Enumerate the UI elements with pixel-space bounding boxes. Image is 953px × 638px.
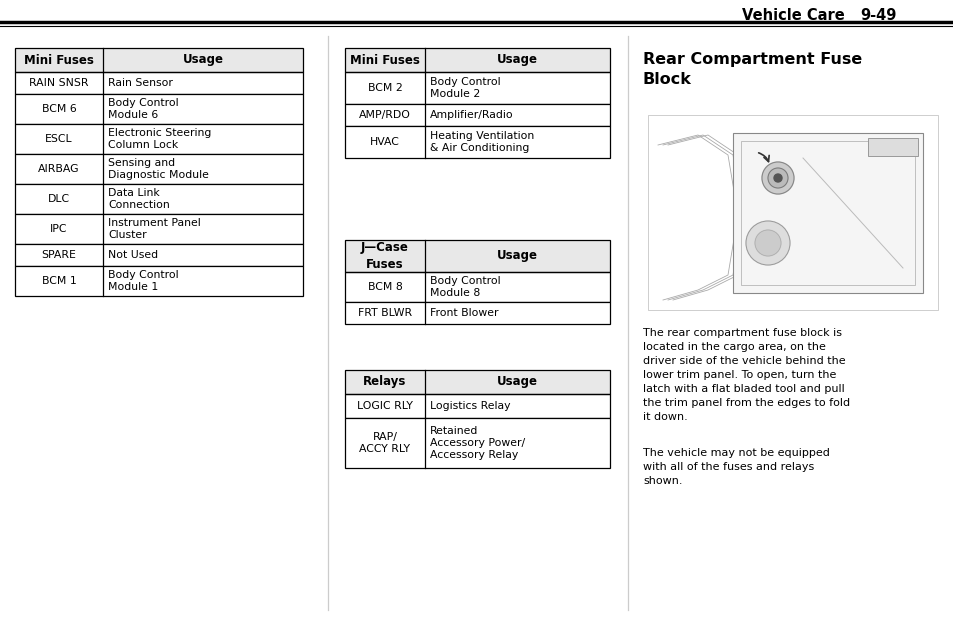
Text: Mini Fuses: Mini Fuses: [350, 54, 419, 66]
Bar: [15, 72, 303, 94]
Text: Rain Sensor: Rain Sensor: [108, 78, 172, 88]
Bar: [345, 240, 609, 272]
Bar: [15, 48, 303, 72]
Text: Relays: Relays: [363, 376, 406, 389]
Bar: [740, 141, 914, 285]
Text: Not Used: Not Used: [108, 250, 158, 260]
Circle shape: [767, 168, 787, 188]
Bar: [15, 214, 303, 244]
Text: Vehicle Care: Vehicle Care: [741, 8, 844, 24]
Text: Mini Fuses: Mini Fuses: [24, 54, 93, 66]
Bar: [345, 72, 609, 104]
Text: HVAC: HVAC: [370, 137, 399, 147]
Bar: [345, 394, 609, 418]
Text: Rear Compartment Fuse
Block: Rear Compartment Fuse Block: [642, 52, 862, 87]
Bar: [15, 94, 303, 124]
Text: The rear compartment fuse block is
located in the cargo area, on the
driver side: The rear compartment fuse block is locat…: [642, 328, 849, 422]
Text: Usage: Usage: [182, 54, 223, 66]
Text: Retained
Accessory Power/
Accessory Relay: Retained Accessory Power/ Accessory Rela…: [430, 426, 524, 461]
Bar: [345, 272, 609, 302]
Text: Front Blower: Front Blower: [430, 308, 498, 318]
Bar: [345, 240, 609, 272]
Text: BCM 1: BCM 1: [42, 276, 76, 286]
Bar: [15, 244, 303, 266]
Bar: [345, 370, 609, 394]
Text: Data Link
Connection: Data Link Connection: [108, 188, 170, 210]
Text: The vehicle may not be equipped
with all of the fuses and relays
shown.: The vehicle may not be equipped with all…: [642, 448, 829, 486]
Bar: [647, 115, 937, 310]
Text: Body Control
Module 8: Body Control Module 8: [430, 276, 500, 298]
Text: Usage: Usage: [497, 249, 537, 262]
Bar: [345, 48, 609, 72]
Text: BCM 2: BCM 2: [367, 83, 402, 93]
Text: Amplifier/Radio: Amplifier/Radio: [430, 110, 513, 120]
Text: FRT BLWR: FRT BLWR: [357, 308, 412, 318]
Text: Instrument Panel
Cluster: Instrument Panel Cluster: [108, 218, 200, 240]
Bar: [15, 48, 303, 72]
Bar: [345, 370, 609, 394]
Text: BCM 8: BCM 8: [367, 282, 402, 292]
Text: Usage: Usage: [497, 54, 537, 66]
Text: RAIN SNSR: RAIN SNSR: [30, 78, 89, 88]
Text: 9-49: 9-49: [859, 8, 896, 24]
Bar: [15, 266, 303, 296]
Bar: [15, 124, 303, 154]
Text: Logistics Relay: Logistics Relay: [430, 401, 510, 411]
Text: Electronic Steering
Column Lock: Electronic Steering Column Lock: [108, 128, 212, 150]
Text: ESCL: ESCL: [45, 134, 72, 144]
Bar: [345, 48, 609, 72]
Circle shape: [761, 162, 793, 194]
Circle shape: [773, 174, 781, 182]
Text: AMP/RDO: AMP/RDO: [358, 110, 411, 120]
Text: Usage: Usage: [497, 376, 537, 389]
Bar: [732, 133, 923, 293]
Text: LOGIC RLY: LOGIC RLY: [356, 401, 413, 411]
Circle shape: [754, 230, 781, 256]
Bar: [345, 126, 609, 158]
Text: DLC: DLC: [48, 194, 70, 204]
Text: Heating Ventilation
& Air Conditioning: Heating Ventilation & Air Conditioning: [430, 131, 534, 153]
Text: IPC: IPC: [51, 224, 68, 234]
Text: Body Control
Module 1: Body Control Module 1: [108, 270, 178, 292]
Bar: [345, 302, 609, 324]
Text: BCM 6: BCM 6: [42, 104, 76, 114]
Text: Body Control
Module 2: Body Control Module 2: [430, 77, 500, 99]
Text: J—Case
Fuses: J—Case Fuses: [360, 242, 409, 271]
Bar: [867, 138, 917, 156]
Text: Body Control
Module 6: Body Control Module 6: [108, 98, 178, 120]
Text: AIRBAG: AIRBAG: [38, 164, 80, 174]
Bar: [15, 154, 303, 184]
Bar: [15, 184, 303, 214]
Bar: [345, 418, 609, 468]
Text: SPARE: SPARE: [42, 250, 76, 260]
Text: Sensing and
Diagnostic Module: Sensing and Diagnostic Module: [108, 158, 209, 180]
Circle shape: [745, 221, 789, 265]
Bar: [345, 104, 609, 126]
Text: RAP/
ACCY RLY: RAP/ ACCY RLY: [359, 432, 410, 454]
